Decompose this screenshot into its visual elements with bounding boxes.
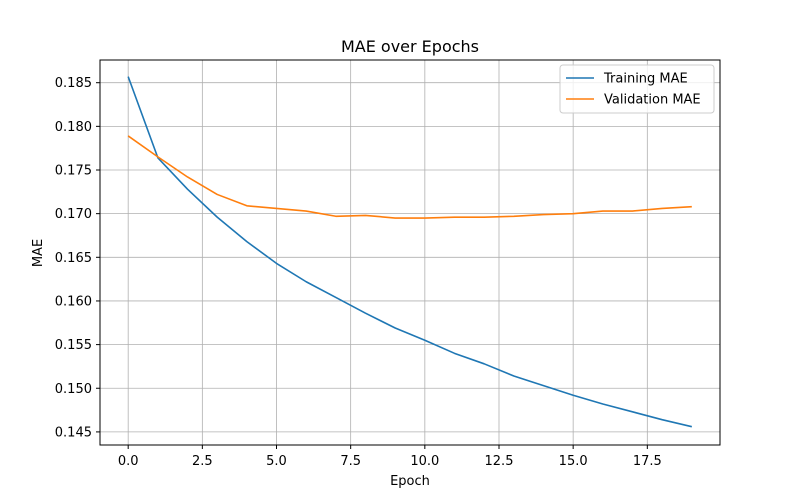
y-tick-label: 0.170 [55,207,92,222]
series-layer [127,76,693,428]
x-tick-label: 2.5 [192,454,213,469]
y-axis-label: MAE [31,239,46,267]
y-tick-label: 0.180 [55,120,92,135]
plot-frame [99,59,721,446]
y-tick-label: 0.165 [55,251,92,266]
legend-label: Validation MAE [604,93,701,108]
x-axis-label: Epoch [390,474,430,489]
chart-title: MAE over Epochs [341,37,479,56]
x-tick-label: 12.5 [485,454,514,469]
y-tick-label: 0.185 [55,76,92,91]
x-tick-label: 17.5 [633,454,662,469]
x-tick-label: 7.5 [340,454,361,469]
legend-label: Training MAE [603,72,688,87]
legend-box [559,64,715,114]
x-axis: 0.0 2.5 5.0 7.5 10.0 12.5 15.0 17.5 [118,445,662,469]
y-axis: 0.145 0.150 0.155 0.160 0.165 0.170 0.175 0.180… [55,76,100,440]
y-tick-label: 0.150 [55,382,92,397]
series-line-training-mae [127,76,693,428]
x-tick-label: 0.0 [118,454,139,469]
x-tick-label: 10.0 [410,454,439,469]
grid [100,60,720,445]
legend: Training MAE Validation MAE [559,64,715,114]
x-tick-label: 5.0 [266,454,287,469]
y-tick-label: 0.145 [55,425,92,440]
y-tick-label: 0.155 [55,338,92,353]
x-tick-label: 15.0 [559,454,588,469]
y-tick-label: 0.160 [55,294,92,309]
series-line-validation-mae [127,135,692,219]
y-tick-label: 0.175 [55,164,92,179]
plot-area [100,60,720,445]
